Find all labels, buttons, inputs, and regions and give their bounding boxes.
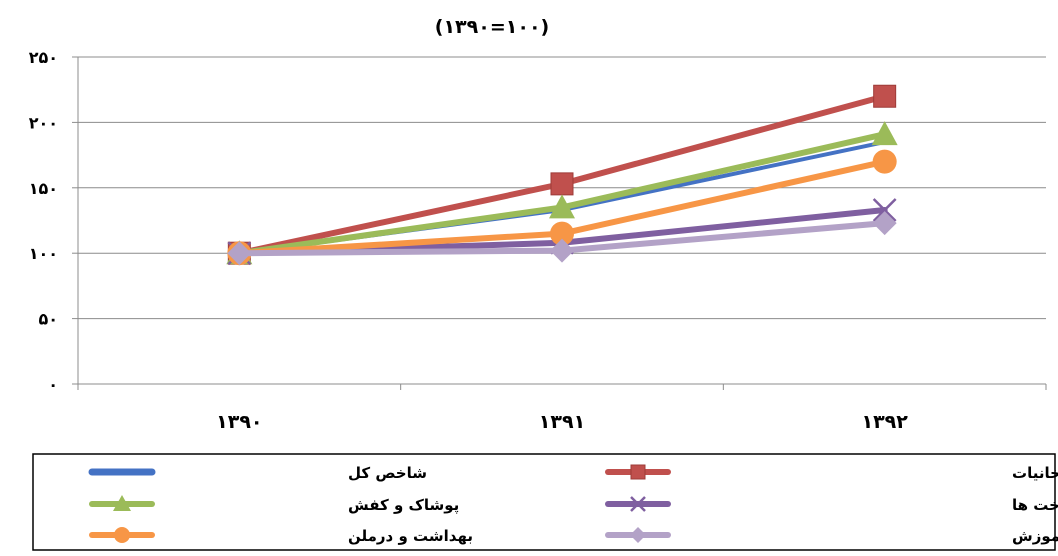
data-point — [630, 464, 646, 480]
data-point — [630, 496, 646, 512]
legend-label: خوراکیها آشامیدنی و دخانیات — [1012, 464, 1058, 482]
series-5 — [227, 211, 897, 266]
data-point — [550, 221, 574, 246]
chart-title: (۱۳۹۰=۱۰۰) — [435, 16, 549, 38]
data-point-stroke — [872, 198, 897, 222]
legend-item-5: آموزش — [605, 527, 1058, 545]
data-point-stroke — [630, 496, 646, 512]
y-tick-label: ۱۰۰ — [29, 244, 58, 263]
x-tick-label: ۱۳۹۱ — [539, 411, 585, 433]
data-point — [550, 172, 574, 196]
y-tick-label: ۰ — [48, 375, 58, 394]
data-point — [871, 121, 898, 146]
legend-item-4: بهداشت و درملن — [89, 527, 473, 545]
legend-item-2: پوشاک و کفش — [89, 495, 459, 515]
legend-label: بهداشت و درملن — [348, 527, 473, 545]
data-point — [872, 198, 897, 222]
y-tick-label: ۲۵۰ — [29, 48, 58, 67]
y-tick-label: ۱۵۰ — [29, 179, 58, 198]
x-tick-label: ۱۳۹۲ — [861, 411, 908, 433]
legend-item-3: مسکن ، آب ، برق ، گاز و سایر سوخت ها — [605, 496, 1058, 514]
legend-item-1: خوراکیها آشامیدنی و دخانیات — [605, 464, 1058, 482]
legend-label: پوشاک و کفش — [348, 496, 459, 515]
data-point — [550, 238, 574, 263]
legend-box — [32, 453, 1056, 551]
series-lines — [226, 84, 898, 266]
data-point — [872, 149, 897, 174]
legend-label: شاخص کل — [348, 464, 427, 482]
legend-item-0: شاخص کل — [88, 464, 427, 482]
legend-label: مسکن ، آب ، برق ، گاز و سایر سوخت ها — [1012, 496, 1058, 514]
legend: شاخص کل خوراکیها آشامیدنی و دخانیات پوشاک … — [32, 453, 1058, 551]
axes — [72, 56, 1047, 390]
data-point — [873, 84, 897, 108]
data-point — [872, 211, 897, 236]
y-tick-label: ۵۰ — [38, 310, 58, 329]
data-point — [227, 241, 252, 266]
x-tick-label: ۱۳۹۰ — [216, 411, 262, 433]
data-point — [630, 527, 646, 543]
data-point — [113, 495, 131, 511]
data-point — [549, 194, 575, 219]
y-tick-label: ۲۰۰ — [29, 113, 58, 132]
data-point — [114, 527, 130, 543]
legend-label: آموزش — [1012, 527, 1058, 545]
tick-labels: ۰ ۵۰ ۱۰۰ ۱۵۰ ۲۰۰ ۲۵۰ ۱۳۹۰ ۱۳۹۱ ۱۳۹۲ — [29, 48, 909, 433]
